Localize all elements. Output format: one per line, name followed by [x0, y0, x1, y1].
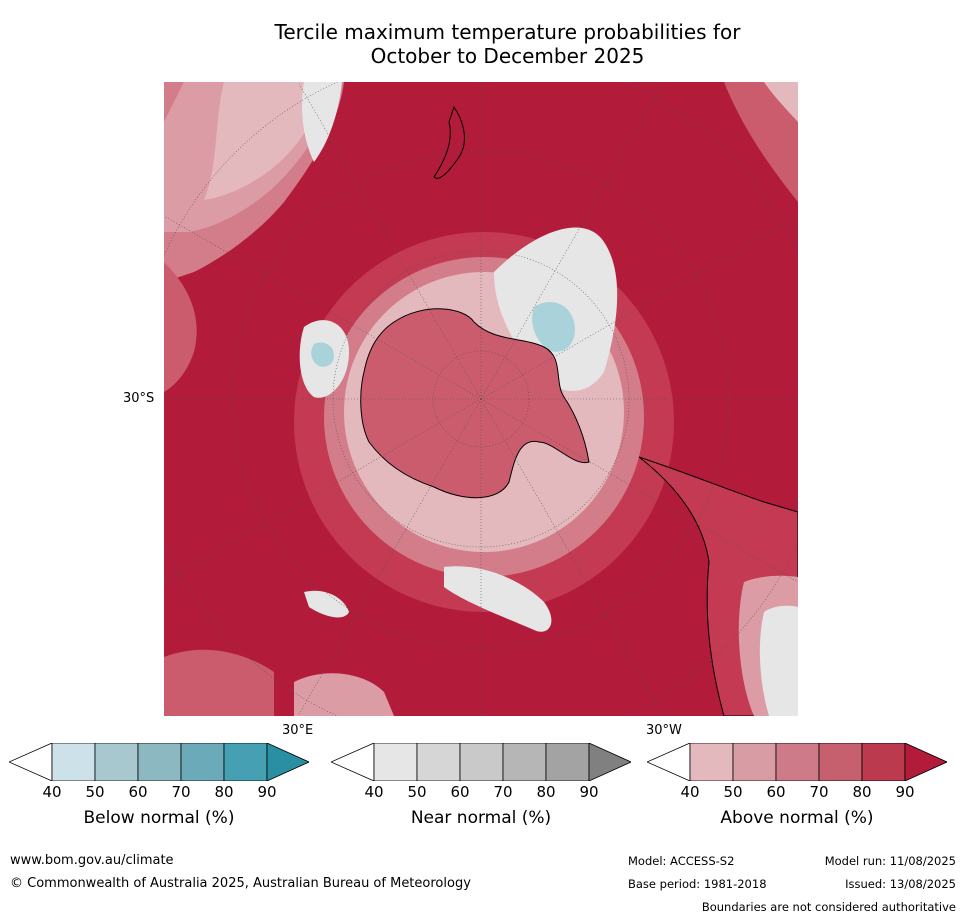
copyright: © Commonwealth of Australia 2025, Austra…: [10, 876, 471, 891]
cbar-tick: 50: [85, 783, 105, 801]
model-run: Model run: 11/08/2025: [824, 854, 956, 868]
region-left-warm: [164, 262, 197, 392]
cbar-below-40: [51, 743, 96, 781]
below-normal-patch-east: [532, 302, 575, 352]
model-info: Model: ACCESS-S2: [628, 854, 735, 868]
lon-label-30w: 30°W: [646, 723, 682, 738]
cbar-tick: 70: [171, 783, 191, 801]
cbar-below-50: [94, 743, 139, 781]
region-africa-warm: [164, 649, 274, 716]
cbar-near-80: [545, 743, 590, 781]
cbar-above-40: [689, 743, 734, 781]
cbar-tick: 40: [680, 783, 700, 801]
cbar-above-50: [732, 743, 777, 781]
cbar-below-60: [137, 743, 182, 781]
cbar-below-label: Below normal (%): [83, 808, 235, 828]
cbar-tick: 60: [128, 783, 148, 801]
cbar-near-70: [502, 743, 547, 781]
base-period: Base period: 1981-2018: [628, 877, 767, 891]
cbar-tick: 90: [579, 783, 599, 801]
cbar-near-40: [373, 743, 418, 781]
cbar-tick: 70: [809, 783, 829, 801]
website-link[interactable]: www.bom.gov.au/climate: [10, 853, 174, 868]
cbar-below-70: [180, 743, 225, 781]
cbar-tick: 90: [895, 783, 915, 801]
region-australia-near: [302, 82, 342, 162]
issued-date: Issued: 13/08/2025: [845, 877, 956, 891]
cbar-near-label: Near normal (%): [410, 808, 552, 828]
below-normal-patch-west: [311, 342, 334, 367]
title-line-1: Tercile maximum temperature probabilitie…: [274, 20, 741, 44]
near-normal-south-streak: [444, 566, 552, 632]
cbar-tick: 90: [257, 783, 277, 801]
map-title: Tercile maximum temperature probabilitie…: [200, 20, 815, 68]
cbar-tick: 50: [407, 783, 427, 801]
cbar-tick: 70: [493, 783, 513, 801]
probability-map: [164, 82, 798, 716]
antarctica: [360, 308, 590, 499]
title-line-2: October to December 2025: [370, 44, 645, 68]
region-africa-light: [294, 673, 394, 716]
cbar-near-60: [459, 743, 504, 781]
new-zealand: [433, 105, 465, 179]
cbar-near-over: [588, 743, 631, 781]
colorbar-above-normal: [647, 743, 947, 781]
disclaimer: Boundaries are not considered authoritat…: [701, 900, 956, 914]
cbar-above-over: [904, 743, 947, 781]
cbar-below-over: [266, 743, 309, 781]
cbar-above-80: [861, 743, 906, 781]
cbar-tick: 80: [214, 783, 234, 801]
cbar-near-50: [416, 743, 461, 781]
region-topright-warm: [724, 82, 798, 202]
cbar-tick: 40: [42, 783, 62, 801]
cbar-tick: 60: [450, 783, 470, 801]
colorbar-below-normal: [9, 743, 309, 781]
cbar-tick: 80: [536, 783, 556, 801]
colorbar-near-normal: [331, 743, 631, 781]
south-america-near: [759, 605, 798, 716]
cbar-tick: 80: [852, 783, 872, 801]
cbar-above-under: [647, 743, 691, 781]
cbar-tick: 40: [364, 783, 384, 801]
graticule: [164, 82, 798, 716]
lon-label-30e: 30°E: [282, 723, 314, 738]
region-australia-light: [204, 82, 324, 200]
cbar-tick: 50: [723, 783, 743, 801]
cbar-below-80: [223, 743, 268, 781]
cbar-above-60: [775, 743, 820, 781]
lat-label-30s: 30°S: [123, 391, 155, 406]
region-topright-light: [764, 82, 798, 122]
cbar-above-70: [818, 743, 863, 781]
cbar-below-under: [9, 743, 53, 781]
cbar-above-label: Above normal (%): [720, 808, 874, 828]
cbar-near-under: [331, 743, 375, 781]
cbar-tick: 60: [766, 783, 786, 801]
near-normal-south-small: [304, 590, 349, 618]
